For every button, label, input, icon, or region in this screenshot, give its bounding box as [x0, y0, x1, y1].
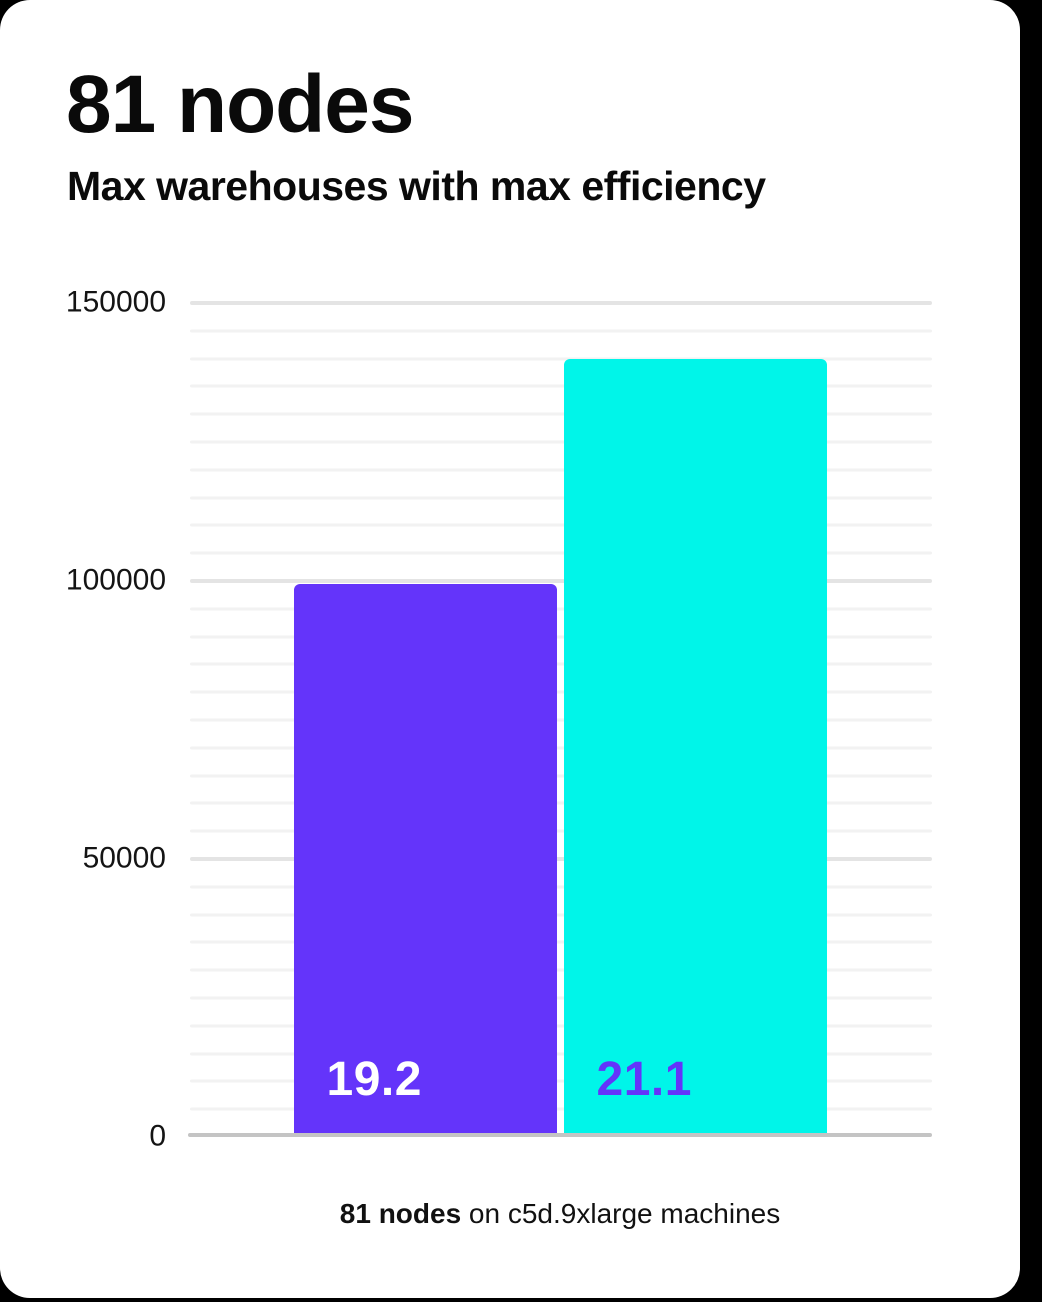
minor-gridline — [190, 551, 932, 555]
chart-card: 81 nodes Max warehouses with max efficie… — [0, 0, 1020, 1298]
bar-value-label: 19.2 — [326, 1053, 422, 1106]
y-tick-label: 150000 — [65, 285, 166, 319]
caption-regular-text: on c5d.9xlarge machines — [461, 1198, 781, 1229]
bar-value-label: 21.1 — [596, 1053, 692, 1106]
minor-gridline — [190, 690, 932, 694]
major-gridline — [190, 301, 932, 305]
minor-gridline — [190, 468, 932, 472]
minor-gridline — [190, 496, 932, 500]
minor-gridline — [190, 968, 932, 972]
page-subtitle: Max warehouses with max efficiency — [67, 163, 766, 209]
minor-gridline — [190, 635, 932, 639]
minor-gridline — [190, 746, 932, 750]
minor-gridline — [190, 440, 932, 444]
minor-gridline — [190, 885, 932, 889]
minor-gridline — [190, 1079, 932, 1083]
major-gridline — [190, 857, 932, 861]
minor-gridline — [190, 1107, 932, 1111]
minor-gridline — [190, 1052, 932, 1056]
minor-gridline — [190, 523, 932, 527]
plot-area: 19.2 21.1 — [188, 301, 932, 1137]
major-gridline — [190, 579, 932, 583]
caption-bold-text: 81 nodes — [339, 1198, 462, 1229]
minor-gridline — [190, 774, 932, 778]
bar-chart: 0 50000 100000 150000 19.2 21.1 — [65, 285, 932, 1153]
y-tick-label: 100000 — [65, 563, 166, 597]
y-tick-label: 0 — [149, 1119, 166, 1153]
minor-gridline — [190, 913, 932, 917]
bar-19.2: 19.2 — [293, 584, 557, 1137]
page-title: 81 nodes — [66, 59, 414, 150]
minor-gridline — [190, 329, 932, 333]
minor-gridline — [190, 607, 932, 611]
bar-21.1: 21.1 — [563, 359, 827, 1137]
minor-gridline — [190, 829, 932, 833]
minor-gridline — [190, 384, 932, 388]
minor-gridline — [190, 996, 932, 1000]
minor-gridline — [190, 940, 932, 944]
chart-caption: 81 nodes on c5d.9xlarge machines — [188, 1198, 932, 1230]
x-axis-line — [188, 1133, 932, 1137]
minor-gridline — [190, 1024, 932, 1028]
minor-gridline — [190, 412, 932, 416]
minor-gridline — [190, 801, 932, 805]
minor-gridline — [190, 662, 932, 666]
minor-gridline — [190, 357, 932, 361]
y-tick-label: 50000 — [82, 841, 166, 875]
minor-gridline — [190, 718, 932, 722]
